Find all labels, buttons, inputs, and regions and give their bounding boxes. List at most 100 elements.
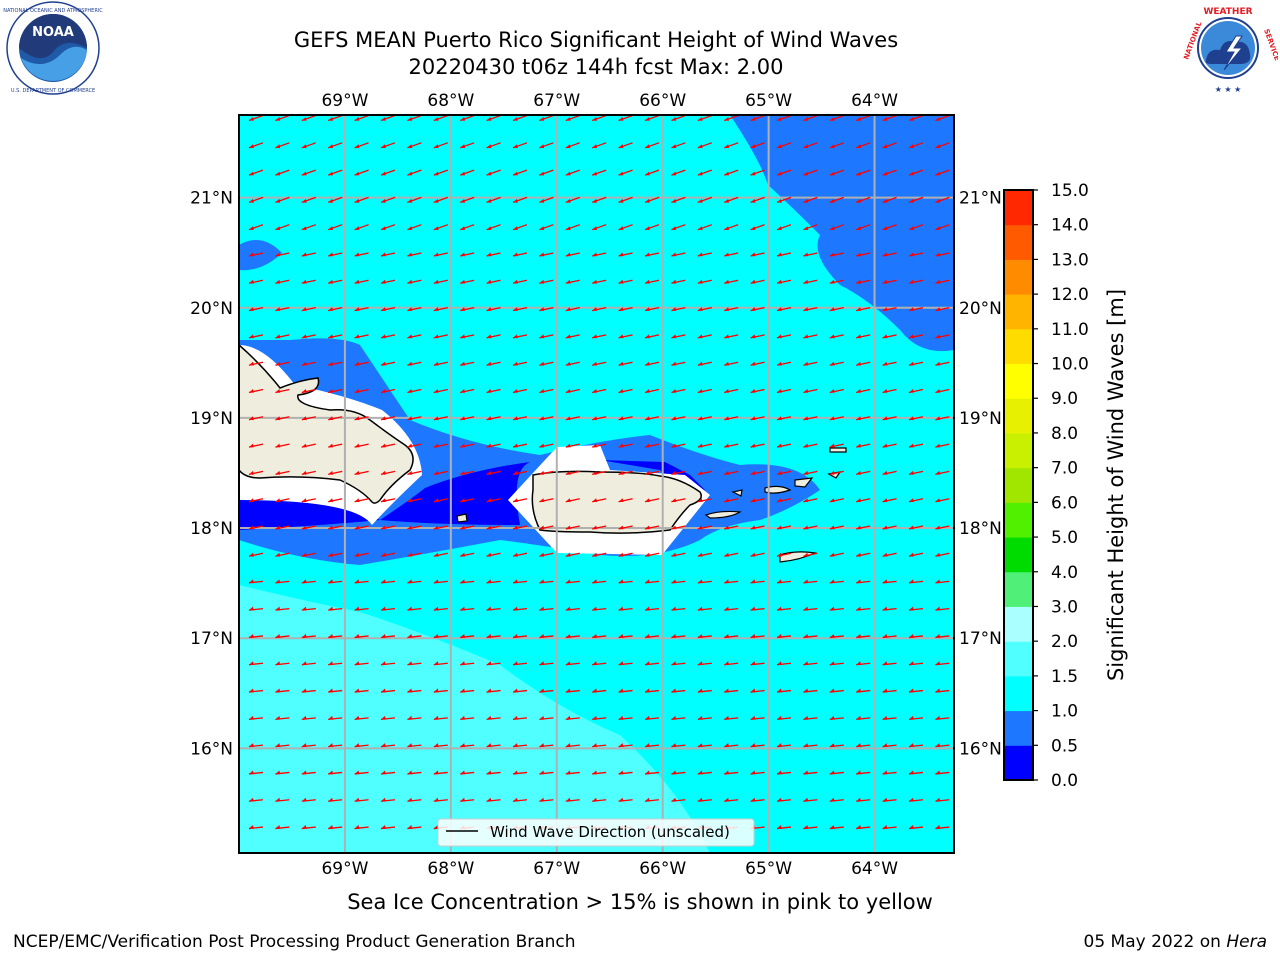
wind-arrow (486, 224, 501, 231)
wind-arrow (671, 224, 686, 231)
wind-arrow (750, 688, 765, 693)
wind-arrow (882, 416, 897, 421)
wind-arrow (618, 224, 633, 231)
wind-arrow (512, 552, 528, 557)
wind-arrow (565, 142, 581, 149)
wind-arrow (750, 279, 765, 284)
wind-arrow (644, 715, 660, 720)
wind-arrow (486, 661, 501, 666)
svg-text:NATIONAL OCEANIC AND ATMOSPHER: NATIONAL OCEANIC AND ATMOSPHERIC (3, 8, 103, 14)
wind-arrow (935, 770, 950, 775)
wind-arrow (248, 498, 264, 503)
wind-arrow (565, 279, 580, 284)
wind-arrow (354, 661, 369, 666)
wind-arrow (697, 279, 712, 284)
colorbar-swatch (1004, 190, 1033, 226)
wind-arrow (301, 661, 316, 666)
wind-arrow (328, 498, 343, 503)
wind-arrow (618, 443, 633, 448)
wind-arrow (328, 470, 343, 476)
wind-arrow (908, 498, 924, 503)
wind-arrow (512, 279, 528, 284)
colorbar-swatch (1004, 641, 1033, 677)
wind-arrow (459, 196, 475, 204)
wind-arrow (882, 169, 897, 176)
wind-arrow (380, 388, 396, 394)
wind-arrow (539, 115, 554, 122)
wind-arrow (565, 661, 580, 666)
wind-arrow (433, 633, 448, 639)
colorbar-tick-label: 9.0 (1051, 389, 1078, 409)
wind-wave-direction-arrows (248, 115, 950, 830)
wind-arrow (486, 443, 501, 448)
wind-arrow (275, 606, 290, 611)
lat-label-right: 18°N (959, 519, 1002, 539)
wind-arrow (803, 416, 818, 421)
wind-arrow (407, 825, 422, 830)
wind-arrow (592, 498, 607, 503)
wind-arrow (407, 388, 422, 394)
wind-arrow (856, 743, 871, 748)
wind-arrow (935, 797, 950, 802)
wind-arrow (697, 224, 713, 231)
wind-arrow (275, 443, 290, 448)
wind-arrow (724, 743, 739, 748)
wind-arrow (512, 498, 528, 503)
wind-arrow (592, 252, 607, 257)
wind-arrow (380, 470, 396, 476)
wind-arrow (776, 688, 792, 693)
wind-arrow (724, 606, 739, 611)
wind-arrow (486, 334, 501, 339)
wind-arrow (565, 552, 580, 557)
wind-arrow (301, 416, 316, 421)
wind-arrow (671, 361, 686, 366)
wind-arrow (486, 169, 501, 176)
wind-arrow (750, 470, 765, 476)
wind-arrow (275, 279, 290, 284)
wind-arrow (486, 470, 501, 476)
wind-arrow (407, 743, 422, 748)
colorbar-tick-label: 12.0 (1051, 285, 1089, 305)
wind-arrow (248, 115, 264, 122)
wind-arrow (935, 606, 950, 611)
colorbar-tick-label: 0.5 (1051, 736, 1078, 756)
wind-arrow (459, 169, 475, 176)
wind-arrow (275, 388, 290, 394)
wind-arrow (856, 416, 871, 421)
wind-arrow (724, 388, 739, 394)
wind-arrow (512, 224, 528, 231)
lat-label-left: 20°N (190, 299, 233, 319)
wind-arrow (460, 416, 475, 421)
wind-arrow (328, 334, 343, 339)
wind-arrow (856, 688, 871, 693)
wind-arrow (592, 470, 607, 476)
wind-arrow (460, 252, 475, 257)
wind-arrow (803, 224, 818, 231)
wind-arrow (935, 416, 950, 421)
wind-arrow (433, 416, 448, 421)
wind-arrow (803, 797, 818, 802)
wind-arrow (723, 142, 739, 149)
wind-arrow (354, 715, 369, 720)
footer-branch: NCEP/EMC/Verification Post Processing Pr… (13, 932, 576, 952)
wind-arrow (433, 525, 448, 530)
wind-arrow (301, 525, 316, 530)
wind-arrow (908, 169, 924, 176)
lon-label-top: 64°W (851, 91, 898, 111)
wind-arrow (750, 169, 765, 176)
wind-arrow (776, 252, 792, 257)
wind-arrow (803, 443, 818, 448)
wind-arrow (327, 224, 343, 231)
wind-arrow (380, 252, 396, 257)
wind-arrow (512, 525, 528, 530)
wind-arrow (327, 169, 343, 176)
lon-label-bottom: 65°W (745, 859, 792, 879)
wind-arrow (433, 688, 448, 693)
wind-arrow (565, 633, 580, 639)
wind-arrow (460, 770, 475, 775)
wind-arrow (671, 688, 686, 693)
wind-arrow (512, 334, 528, 339)
wind-arrow (697, 196, 713, 204)
wind-arrow (750, 334, 765, 339)
wind-arrow (248, 797, 264, 802)
